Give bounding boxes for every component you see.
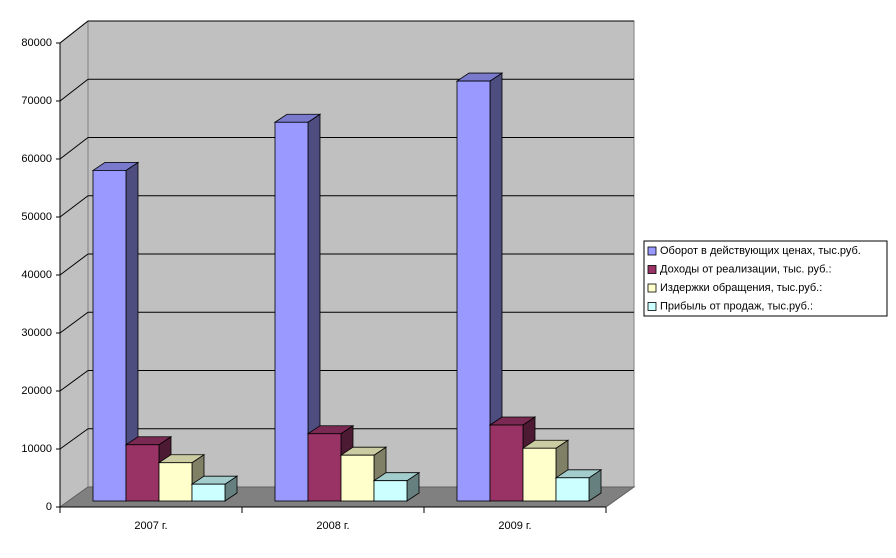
grid-line (59, 20, 89, 44)
bar (489, 424, 524, 502)
grid-line (59, 253, 89, 276)
legend-label: Оборот в действующих ценах, тыс.руб. (660, 245, 861, 257)
legend-swatch (647, 283, 657, 293)
bar (522, 447, 557, 502)
x-tick-label: 2007 г. (134, 520, 167, 532)
grid-line (59, 311, 89, 334)
bar (191, 483, 226, 502)
grid-line (59, 195, 89, 218)
legend-label: Доходы от реализации, тыс. руб.: (660, 263, 832, 275)
y-tick-label: 40000 (21, 269, 52, 281)
bar (274, 121, 309, 502)
x-tick-label: 2009 г. (498, 520, 531, 532)
y-tick-label: 70000 (21, 95, 52, 107)
y-tick-label: 60000 (21, 153, 52, 165)
grid-line (59, 428, 89, 450)
legend-label: Прибыль от продаж, тыс.руб.: (660, 300, 813, 312)
bar (307, 433, 342, 502)
y-tick-label: 50000 (21, 211, 52, 223)
legend-label: Издержки обращения, тыс.руб.: (660, 282, 822, 294)
bar (555, 477, 590, 502)
legend-swatch (647, 302, 657, 311)
y-tick-label: 20000 (21, 385, 52, 397)
bar (456, 80, 491, 502)
grid-line (59, 137, 89, 160)
y-tick-label: 30000 (21, 327, 52, 339)
legend (643, 240, 888, 317)
bar (340, 454, 375, 502)
grid-line (59, 370, 89, 392)
y-tick-label: 80000 (21, 37, 52, 49)
legend-swatch (647, 265, 657, 274)
bar (373, 480, 408, 502)
grid-line (59, 78, 89, 102)
x-tick-label: 2008 г. (316, 520, 349, 532)
bar (158, 462, 193, 502)
bar (125, 444, 160, 502)
y-tick-label: 10000 (21, 443, 52, 455)
legend-swatch (647, 246, 657, 256)
y-tick-label: 0 (46, 501, 52, 513)
bar (92, 169, 127, 502)
